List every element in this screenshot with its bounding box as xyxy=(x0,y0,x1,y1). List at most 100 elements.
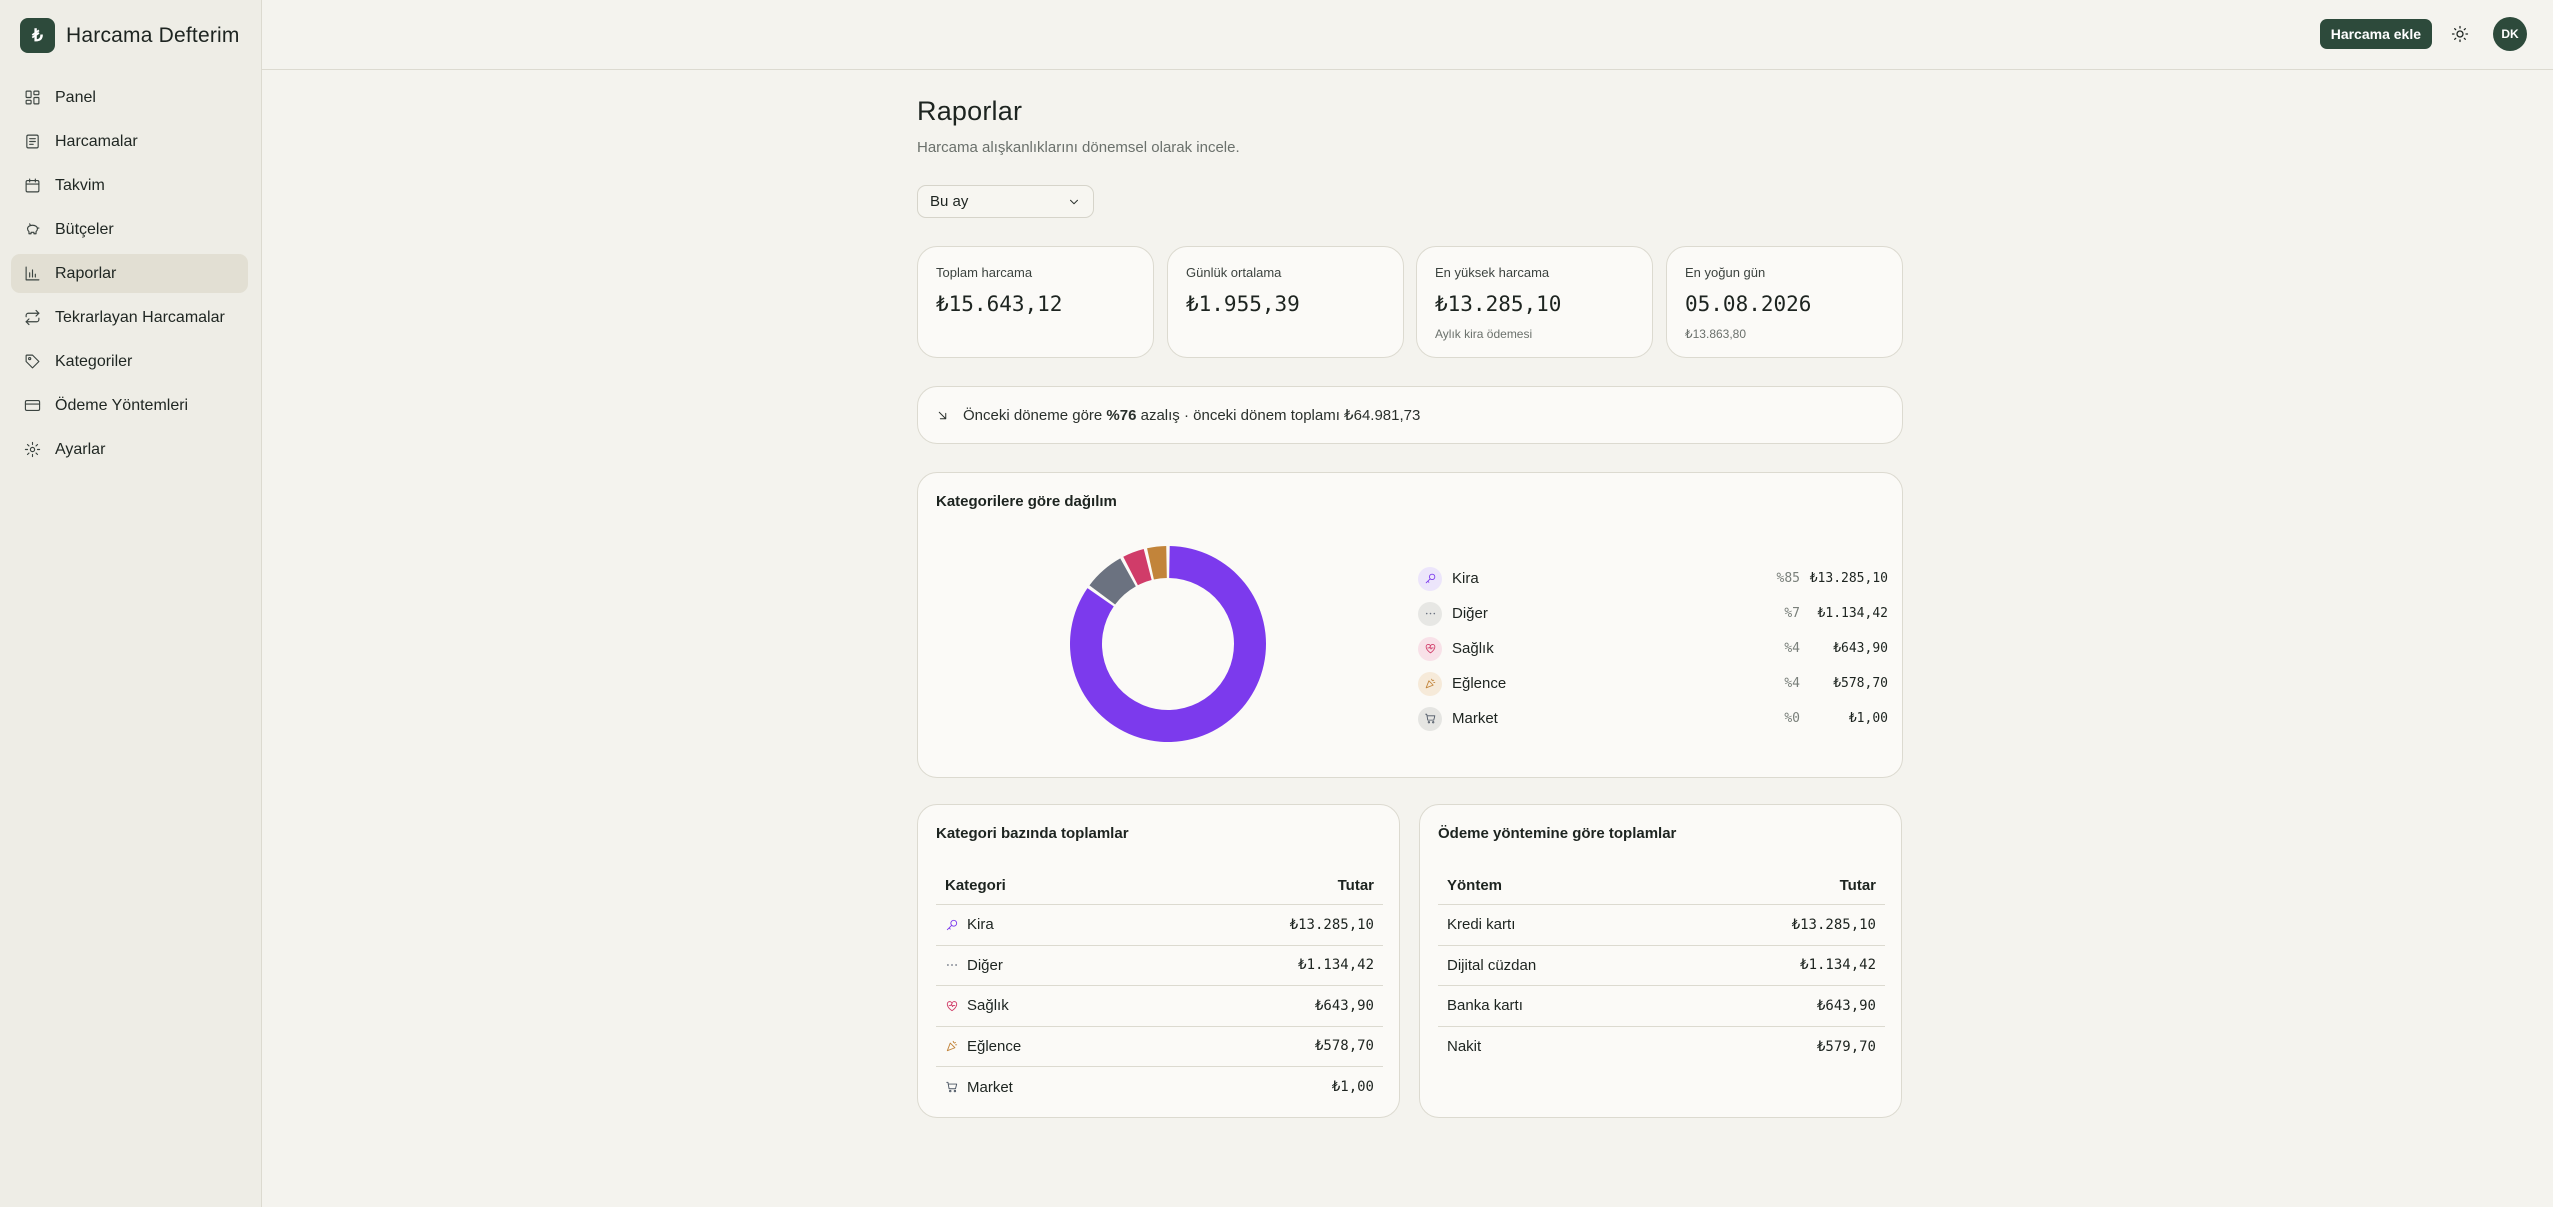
legend-name: Market xyxy=(1452,710,1498,727)
comparison-text: Önceki döneme göre %76 azalış · önceki d… xyxy=(963,406,1420,424)
row-name-cell: Diğer xyxy=(945,957,1298,974)
row-name: Diğer xyxy=(967,956,1003,974)
brand-logo-icon: ₺ xyxy=(20,18,55,53)
legend-item: Eğlence %4 ₺578,70 xyxy=(1418,666,1888,701)
legend-percent: %7 xyxy=(1784,606,1800,621)
stat-note: Aylık kira ödemesi xyxy=(1435,327,1533,341)
sidebar-nav: Panel Harcamalar Takvim Bütçeler Raporla… xyxy=(11,78,248,474)
sidebar-item-ayarlar[interactable]: Ayarlar xyxy=(11,430,248,469)
dashboard-icon xyxy=(25,90,40,105)
stat-card-total: Toplam harcama ₺15.643,12 xyxy=(917,246,1154,358)
period-select[interactable]: Bu ay xyxy=(917,185,1094,218)
comparison-suffix: azalış · önceki dönem toplamı ₺64.981,73 xyxy=(1140,407,1421,424)
legend-percent: %85 xyxy=(1776,571,1800,586)
sidebar-item-kategoriler[interactable]: Kategoriler xyxy=(11,342,248,381)
legend-amount: ₺578,70 xyxy=(1833,676,1888,691)
sidebar-item-label: Bütçeler xyxy=(55,220,114,238)
sidebar-item-panel[interactable]: Panel xyxy=(11,78,248,117)
row-amount: ₺643,90 xyxy=(1816,997,1876,1014)
arrow-down-right-icon xyxy=(938,411,947,419)
donut-slice-kira[interactable] xyxy=(1070,546,1266,742)
sidebar-item-takvim[interactable]: Takvim xyxy=(11,166,248,205)
chevron-down-icon xyxy=(1070,199,1078,204)
key-icon xyxy=(1418,566,1442,591)
legend-item: Diğer %7 ₺1.134,42 xyxy=(1418,596,1888,631)
column-header-amount: Tutar xyxy=(1839,877,1876,894)
table-row: Market ₺1,00 xyxy=(936,1067,1383,1108)
stat-value: 05.08.2026 xyxy=(1685,292,1812,316)
donut-chart xyxy=(1070,546,1266,742)
credit-card-icon xyxy=(24,399,41,412)
add-expense-button[interactable]: Harcama ekle xyxy=(2319,19,2432,49)
sun-icon xyxy=(2451,25,2469,43)
card-title: Ödeme yöntemine göre toplamlar xyxy=(1438,825,1677,842)
repeat-icon xyxy=(25,309,40,326)
donut-slice-sağlık[interactable] xyxy=(1123,549,1152,586)
stat-value: ₺1.955,39 xyxy=(1186,292,1300,316)
row-name: Sağlık xyxy=(967,997,1009,1015)
avatar[interactable]: DK xyxy=(2493,17,2527,51)
row-name-cell: Eğlence xyxy=(945,1038,1315,1055)
stat-card-highest: En yüksek harcama ₺13.285,10 Aylık kira … xyxy=(1416,246,1653,358)
stat-label: Toplam harcama xyxy=(936,265,1033,280)
payment-method-totals-card: Ödeme yöntemine göre toplamlar Yöntem Tu… xyxy=(1419,804,1902,1118)
legend-percent: %4 xyxy=(1784,676,1800,691)
main-content: Raporlar Harcama alışkanlıklarını dönems… xyxy=(917,96,1903,1118)
topbar: Harcama ekle DK xyxy=(262,0,2553,70)
sidebar-item-tekrarlayan[interactable]: Tekrarlayan Harcamalar xyxy=(11,298,248,337)
cart-icon xyxy=(1418,706,1442,731)
stat-label: En yüksek harcama xyxy=(1435,265,1550,280)
card-title: Kategorilere göre dağılım xyxy=(936,493,1117,510)
category-distribution-card: Kategorilere göre dağılım Kira %85 ₺13.2… xyxy=(917,472,1903,778)
sidebar-item-harcamalar[interactable]: Harcamalar xyxy=(11,122,248,161)
sidebar-item-butceler[interactable]: Bütçeler xyxy=(11,210,248,249)
table-row: Diğer ₺1.134,42 xyxy=(936,946,1383,986)
bar-chart-icon xyxy=(25,266,40,281)
heart-pulse-icon xyxy=(946,1000,958,1011)
column-header-method: Yöntem xyxy=(1447,877,1503,894)
sidebar-item-odeme-yontemleri[interactable]: Ödeme Yöntemleri xyxy=(11,386,248,425)
sidebar-item-label: Tekrarlayan Harcamalar xyxy=(55,308,225,326)
legend-amount: ₺13.285,10 xyxy=(1809,571,1888,586)
chart-legend: Kira %85 ₺13.285,10 Diğer %7 ₺1.134,42 S… xyxy=(1418,561,1888,736)
row-name-cell: Kira xyxy=(945,916,1290,933)
row-amount: ₺13.285,10 xyxy=(1289,916,1374,933)
table-row: Kredi kartı ₺13.285,10 xyxy=(1438,905,1885,946)
page-title: Raporlar xyxy=(917,96,1023,126)
stat-value: ₺15.643,12 xyxy=(936,292,1063,316)
sidebar-item-label: Ödeme Yöntemleri xyxy=(55,396,189,414)
stat-card-daily-average: Günlük ortalama ₺1.955,39 xyxy=(1167,246,1404,358)
dots-icon xyxy=(1418,601,1442,626)
category-totals-card: Kategori bazında toplamlar Kategori Tuta… xyxy=(917,804,1400,1118)
calendar-icon xyxy=(25,178,40,193)
row-name: Dijital cüzdan xyxy=(1447,956,1537,974)
table-row: Dijital cüzdan ₺1.134,42 xyxy=(1438,946,1885,986)
donut-slice-eğlence[interactable] xyxy=(1147,546,1167,580)
row-amount: ₺579,70 xyxy=(1816,1038,1876,1055)
row-name: Eğlence xyxy=(967,1037,1022,1055)
row-name: Kredi kartı xyxy=(1447,916,1516,934)
brand[interactable]: ₺ Harcama Defterim xyxy=(20,18,240,53)
table-row: Banka kartı ₺643,90 xyxy=(1438,986,1885,1027)
cart-icon xyxy=(946,1082,958,1093)
comparison-banner: Önceki döneme göre %76 azalış · önceki d… xyxy=(917,386,1903,444)
sidebar-item-label: Raporlar xyxy=(55,264,117,282)
row-amount: ₺1.134,42 xyxy=(1298,957,1374,974)
legend-item: Sağlık %4 ₺643,90 xyxy=(1418,631,1888,666)
table-row: Sağlık ₺643,90 xyxy=(936,986,1383,1027)
heart-pulse-icon xyxy=(1418,636,1442,661)
row-name-cell: Market xyxy=(945,1079,1332,1096)
sidebar-item-label: Kategoriler xyxy=(55,352,133,370)
row-amount: ₺578,70 xyxy=(1314,1038,1374,1055)
theme-toggle-button[interactable] xyxy=(2449,23,2471,45)
column-header-amount: Tutar xyxy=(1337,877,1374,894)
sidebar-item-raporlar[interactable]: Raporlar xyxy=(11,254,248,293)
sidebar-item-label: Takvim xyxy=(55,176,105,194)
dots-icon xyxy=(947,964,957,967)
row-amount: ₺13.285,10 xyxy=(1791,916,1876,933)
stat-label: En yoğun gün xyxy=(1685,265,1766,280)
donut-slice-diğer[interactable] xyxy=(1089,558,1136,605)
row-name: Market xyxy=(967,1078,1013,1096)
legend-name: Kira xyxy=(1452,570,1479,587)
period-select-value: Bu ay xyxy=(930,193,969,210)
